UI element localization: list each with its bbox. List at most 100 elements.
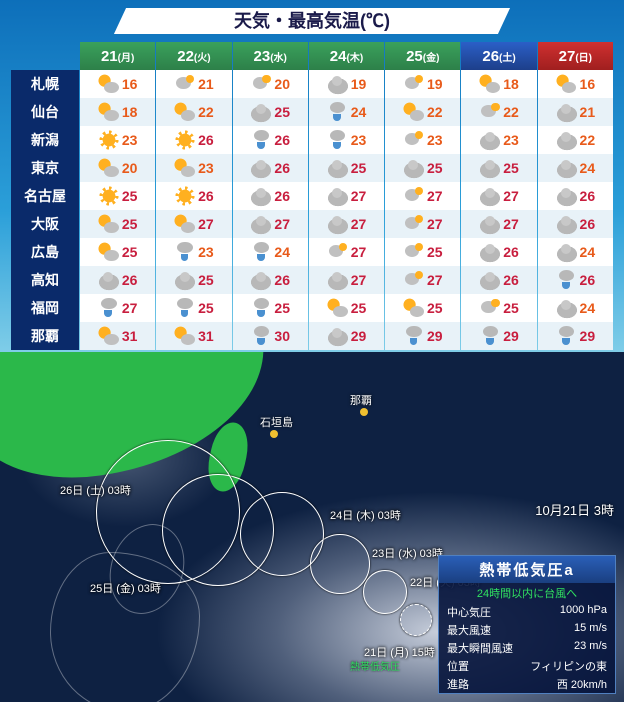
forecast-cell: 26 [233,266,308,294]
forecast-cell: 23 [385,126,460,154]
temp-value: 29 [427,328,443,344]
temp-value: 23 [503,132,519,148]
weather-icon [327,297,349,319]
weather-icon [174,269,196,291]
info-row: 中心気圧1000 hPa [439,603,615,621]
temp-value: 26 [198,188,214,204]
weather-icon [556,73,578,95]
forecast-cell: 25 [461,294,536,322]
temp-value: 26 [503,244,519,260]
forecast-cell: 16 [80,70,155,98]
info-row: 進路西 20km/h [439,675,615,693]
weather-icon [250,241,272,263]
weather-icon [327,325,349,347]
temp-value: 24 [274,244,290,260]
temp-value: 23 [198,244,214,260]
forecast-cell: 27 [385,266,460,294]
info-key: 中心気圧 [447,604,491,620]
forecast-cell: 25 [80,182,155,210]
temp-value: 27 [503,216,519,232]
temp-value: 25 [122,188,138,204]
temp-value: 26 [122,272,138,288]
temp-value: 25 [351,300,367,316]
forecast-cell: 21 [538,98,613,126]
forecast-cell: 25 [80,238,155,266]
info-value: フィリピンの東 [530,658,607,674]
page-title: 天気・最高気温(℃) [234,7,390,33]
temp-value: 29 [580,328,596,344]
forecast-circle-label: 25日 (金) 03時 [90,580,161,596]
weather-icon [98,325,120,347]
weather-icon [98,213,120,235]
weather-icon [327,269,349,291]
weather-icon [403,157,425,179]
weather-icon [479,297,501,319]
weather-icon [174,185,196,207]
weather-icon [250,129,272,151]
forecast-cell: 22 [156,98,231,126]
temp-value: 22 [427,104,443,120]
temp-value: 18 [503,76,519,92]
forecast-cell: 19 [385,70,460,98]
forecast-cell: 24 [233,238,308,266]
temp-value: 25 [503,160,519,176]
temp-value: 19 [427,76,443,92]
forecast-cell: 26 [538,266,613,294]
forecast-circle-label: 26日 (土) 03時 [60,482,131,498]
day-header: 24(木) [309,42,384,70]
city-name: 大阪 [11,210,79,238]
forecast-cell: 27 [461,210,536,238]
forecast-cell: 20 [80,154,155,182]
forecast-cell: 23 [309,126,384,154]
forecast-cell: 25 [156,294,231,322]
weather-icon [250,297,272,319]
forecast-cell: 26 [156,126,231,154]
weather-icon [327,213,349,235]
forecast-circle-label: 24日 (木) 03時 [330,507,401,523]
city-name: 福岡 [11,294,79,322]
forecast-cell: 23 [461,126,536,154]
temp-value: 26 [274,160,290,176]
title-bar: 天気・最高気温(℃) [0,0,624,40]
temp-value: 27 [351,216,367,232]
weather-icon [403,241,425,263]
info-row: 位置フィリピンの東 [439,657,615,675]
weather-icon [556,241,578,263]
forecast-cell: 26 [80,266,155,294]
forecast-cell: 25 [233,294,308,322]
forecast-cell: 25 [385,238,460,266]
city-name: 名古屋 [11,182,79,210]
day-header: 22(火) [156,42,231,70]
weather-icon [98,269,120,291]
weather-icon [479,101,501,123]
temp-value: 25 [198,300,214,316]
temp-value: 21 [580,104,596,120]
weather-icon [98,185,120,207]
day-header: 21(月) [80,42,155,70]
temp-value: 26 [580,272,596,288]
weather-icon [98,297,120,319]
forecast-cell: 29 [385,322,460,350]
temp-value: 27 [198,216,214,232]
forecast-cell: 23 [80,126,155,154]
temp-value: 29 [503,328,519,344]
weather-icon [556,213,578,235]
forecast-cell: 29 [309,322,384,350]
weather-icon [250,213,272,235]
weather-icon [479,185,501,207]
city-name: 新潟 [11,126,79,154]
weather-icon [479,269,501,291]
table-row: 高知26252627272626 [11,266,613,294]
weather-icon [174,213,196,235]
forecast-cell: 25 [80,210,155,238]
info-row: 最大瞬間風速23 m/s [439,639,615,657]
forecast-cell: 27 [309,182,384,210]
info-key: 進路 [447,676,469,692]
forecast-cell: 26 [538,182,613,210]
weather-icon [98,241,120,263]
city-name: 広島 [11,238,79,266]
map-point [270,430,278,438]
temp-value: 24 [580,160,596,176]
temp-value: 23 [122,132,138,148]
forecast-cell: 25 [233,98,308,126]
